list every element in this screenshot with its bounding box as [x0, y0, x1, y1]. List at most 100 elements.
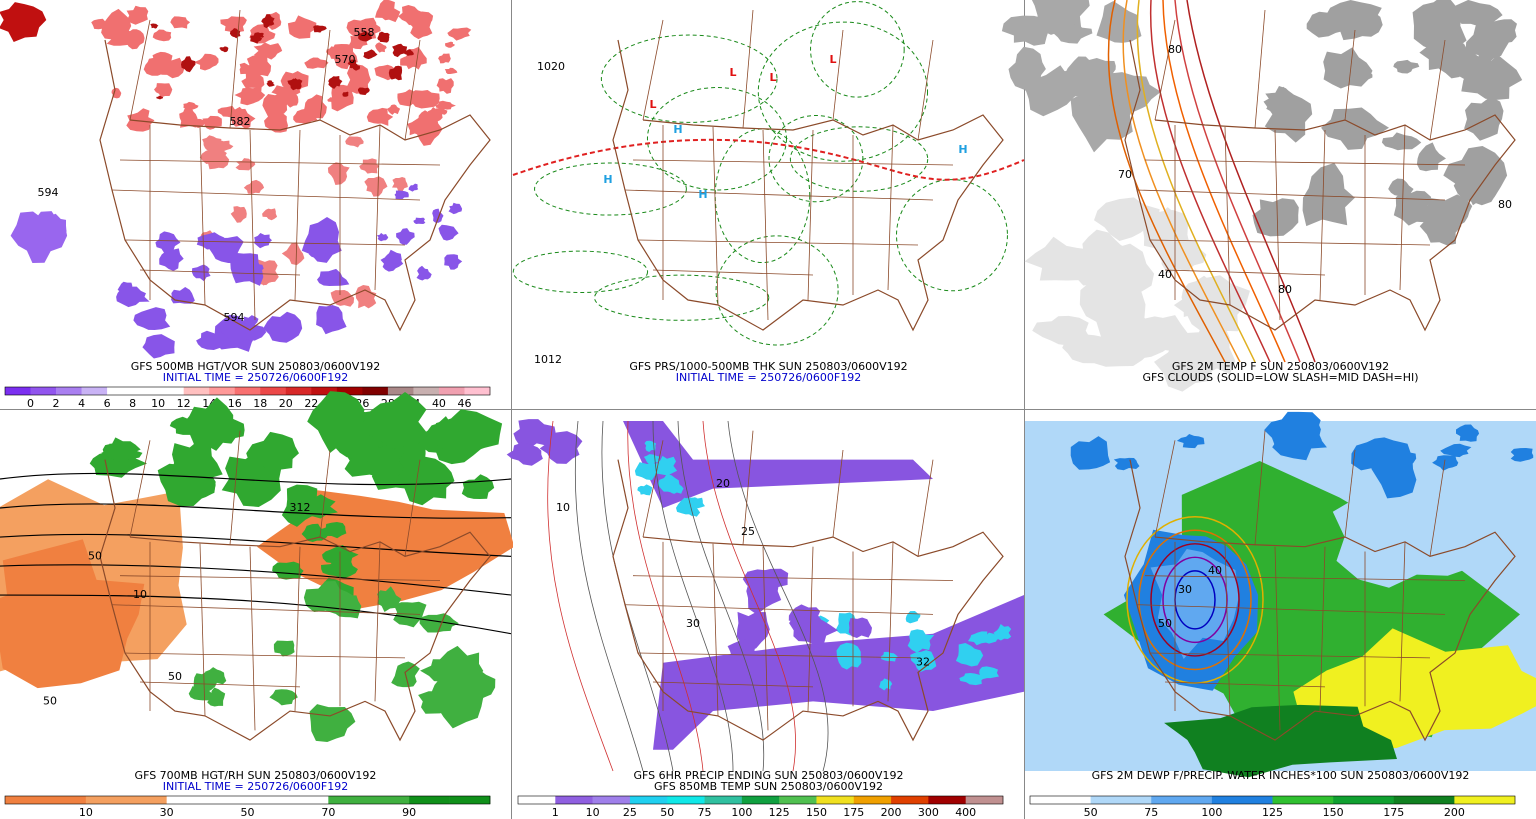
- border-line: [624, 604, 934, 615]
- shaded-area: [342, 91, 349, 97]
- colorbar-swatch: [5, 387, 31, 395]
- map-label: 20: [716, 477, 730, 490]
- colorbar-label: 100: [1201, 806, 1222, 819]
- border-line: [632, 159, 954, 166]
- border-line: [1144, 159, 1466, 166]
- shaded-area: [993, 624, 1012, 641]
- dewpoint-contour: [1150, 543, 1240, 657]
- border-line: [319, 29, 331, 121]
- colorbar-label: 40: [432, 397, 446, 410]
- map-caption: INITIAL TIME = 250726/0600F192: [676, 371, 861, 384]
- shaded-area: [1464, 96, 1504, 141]
- shaded-area: [126, 108, 155, 132]
- border-line: [1254, 9, 1266, 129]
- colorbar-label: 12: [177, 397, 191, 410]
- map-background: [513, 0, 1024, 362]
- colorbar-swatch: [336, 387, 363, 395]
- colorbar-label: 8: [129, 397, 136, 410]
- border-line: [129, 440, 151, 538]
- shaded-area: [461, 474, 495, 500]
- colorbar-swatch: [126, 796, 167, 804]
- border-line: [124, 239, 406, 246]
- map-label: 558: [354, 26, 375, 39]
- map-label: H: [698, 188, 707, 201]
- map-label: 1012: [534, 353, 562, 366]
- map-caption: GFS PRS/1000-500MB THK SUN 250803/0600V1…: [629, 360, 907, 373]
- border-line: [1344, 449, 1356, 538]
- map-label: 25: [741, 525, 755, 538]
- shaded-area: [304, 57, 329, 69]
- shaded-area: [848, 617, 872, 638]
- temp-contour: [1162, 0, 1286, 363]
- shaded-area: [634, 462, 660, 481]
- colorbar-label: 0: [27, 397, 34, 410]
- shaded-area: [1107, 313, 1175, 360]
- border-line: [1319, 546, 1326, 712]
- border-line: [712, 126, 719, 306]
- shaded-area: [1024, 236, 1095, 281]
- shaded-area: [263, 311, 303, 343]
- colorbar-label: 10: [586, 806, 600, 819]
- shaded-area: [254, 32, 264, 38]
- shaded-area: [246, 53, 272, 77]
- colorbar-swatch: [56, 387, 82, 395]
- shaded-area: [643, 454, 660, 465]
- map-label: 50: [1158, 617, 1172, 630]
- shaded-area: [347, 64, 371, 94]
- colorbar-swatch: [518, 796, 556, 804]
- shaded-area: [285, 92, 299, 108]
- colorbar-swatch: [362, 387, 389, 395]
- colorbar-label: 150: [806, 806, 827, 819]
- map-caption: GFS 2M TEMP F SUN 250803/0600V192: [1172, 360, 1389, 373]
- colorbar-swatch: [207, 796, 248, 804]
- map-label: L: [649, 98, 656, 111]
- temp-contour: [1186, 0, 1316, 363]
- colorbar-swatch: [1211, 796, 1273, 804]
- thickness-contour: [600, 34, 778, 123]
- map-panel: 50 50 10 312 50 GFS 700MB HGT/RH SUN 250803/0…: [0, 391, 515, 819]
- shaded-area: [293, 108, 318, 124]
- border-line: [652, 269, 814, 276]
- shaded-area: [116, 286, 150, 308]
- border-line: [1429, 39, 1446, 141]
- precip-band: [653, 595, 1024, 750]
- shaded-area: [254, 233, 272, 249]
- colorbar-label: 22: [304, 397, 318, 410]
- colorbar-label: 2: [53, 397, 60, 410]
- shaded-area: [436, 78, 454, 94]
- border-line: [1149, 652, 1431, 659]
- border-line: [229, 430, 241, 545]
- shaded-area: [418, 110, 438, 132]
- shaded-area: [907, 629, 935, 653]
- border-line: [917, 39, 934, 141]
- shaded-area: [435, 409, 503, 453]
- border-line: [374, 541, 381, 702]
- border-line: [119, 159, 441, 166]
- shaded-area: [375, 0, 401, 23]
- shaded-area: [126, 5, 149, 25]
- map-caption: GFS 6HR PRECIP ENDING SUN 250803/0600V19…: [634, 769, 904, 782]
- coastline: [612, 459, 1004, 742]
- border-line: [637, 239, 919, 246]
- colorbar-label: 50: [241, 806, 255, 819]
- shaded-area: [376, 232, 389, 242]
- shaded-area: [243, 179, 265, 194]
- map-label: 312: [290, 501, 311, 514]
- dewpoint-contour: [1138, 529, 1252, 671]
- shaded-area: [328, 76, 343, 87]
- height-contour: [0, 533, 512, 557]
- colorbar-swatch: [816, 796, 855, 804]
- map-label: 40: [1208, 564, 1222, 577]
- shaded-area: [142, 334, 175, 359]
- shaded-area: [246, 431, 299, 472]
- shaded-area: [307, 391, 365, 454]
- shaded-area: [327, 96, 340, 104]
- border-line: [1149, 239, 1431, 246]
- border-line: [111, 604, 421, 615]
- height-contour: [0, 503, 512, 519]
- colorbar-swatch: [853, 796, 892, 804]
- colorbar-label: 25: [623, 806, 637, 819]
- colorbar-swatch: [629, 796, 668, 804]
- border-line: [124, 652, 406, 659]
- shaded-area: [1393, 59, 1420, 74]
